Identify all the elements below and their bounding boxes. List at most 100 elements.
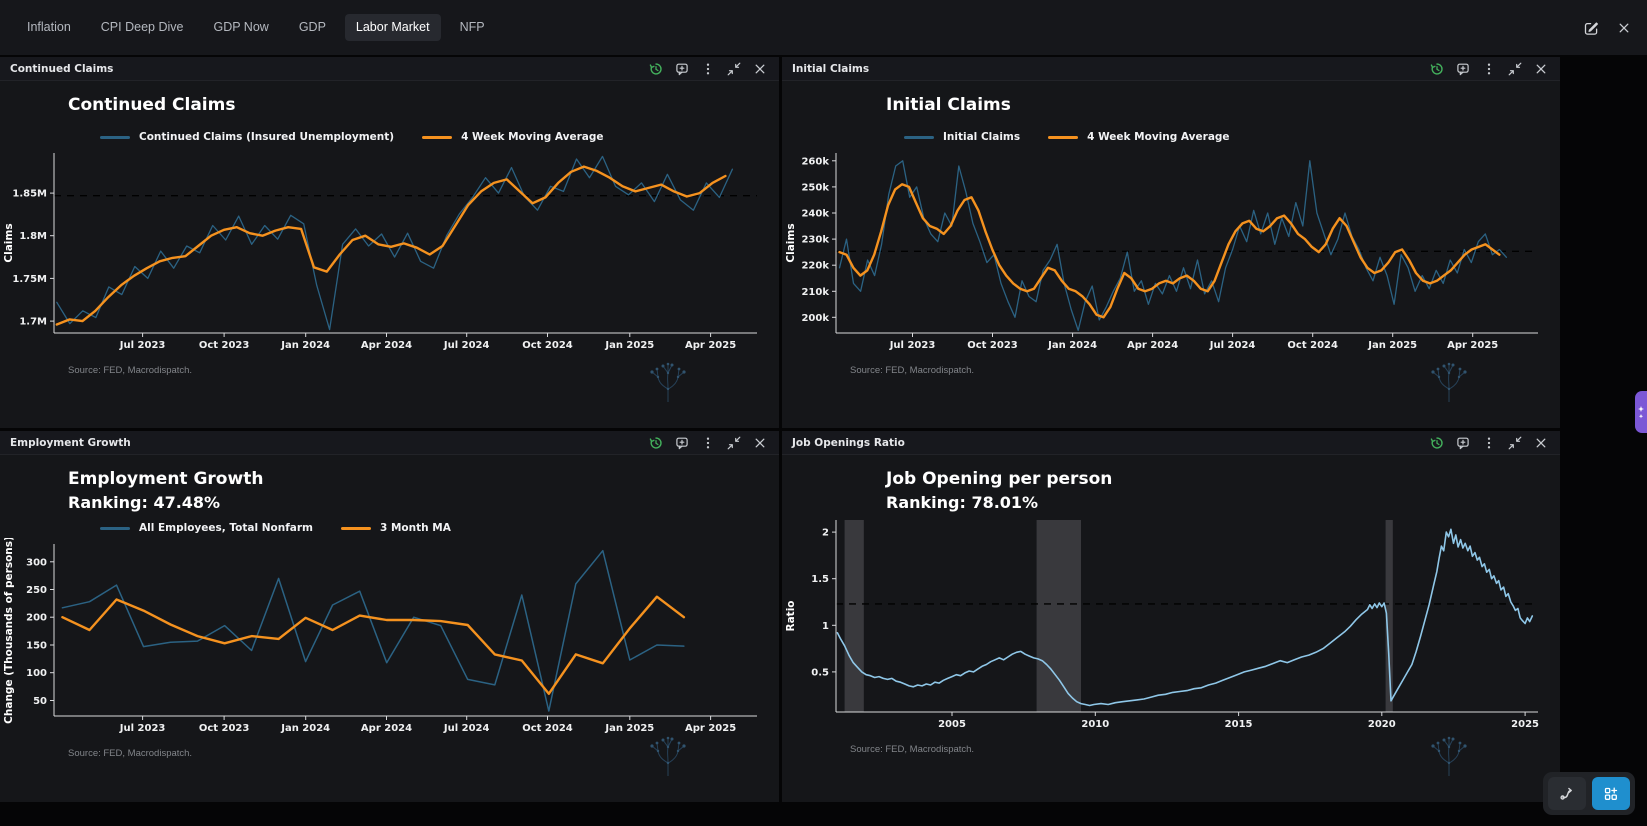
tab-inflation[interactable]: Inflation xyxy=(27,20,71,35)
panel-employment-growth: Employment Growth Employment Growth Rank… xyxy=(0,431,779,802)
comment-add-button[interactable] xyxy=(671,60,693,78)
panel-header[interactable]: Initial Claims xyxy=(782,57,1560,81)
panel-header-actions xyxy=(645,434,771,452)
panel-window-title: Employment Growth xyxy=(10,436,131,449)
series-swatch xyxy=(1048,135,1079,139)
series-swatch xyxy=(100,526,130,530)
add-widget-button[interactable] xyxy=(1592,777,1630,810)
tab-cpi-deep-dive[interactable]: CPI Deep Dive xyxy=(100,20,184,35)
svg-text:Jul 2023: Jul 2023 xyxy=(889,340,936,351)
svg-text:240k: 240k xyxy=(801,209,829,220)
panel-header-actions xyxy=(645,60,771,78)
panel-menu-button[interactable] xyxy=(1478,60,1500,78)
comment-add-button[interactable] xyxy=(1452,434,1474,452)
svg-text:100: 100 xyxy=(26,668,47,679)
svg-text:1.5: 1.5 xyxy=(811,574,829,585)
panel-header[interactable]: Employment Growth xyxy=(0,431,779,455)
continued-claims-chart[interactable]: 1.7M 1.75M 1.8M 1.85M Jul 2023 Oct 2023 Jan 20… xyxy=(0,147,779,353)
svg-text:Ratio: Ratio xyxy=(785,601,797,632)
chart-ranking-subtitle: Ranking: 78.01% xyxy=(886,493,1039,513)
svg-text:210k: 210k xyxy=(801,287,829,298)
panel-header-actions xyxy=(1426,434,1552,452)
close-panel-button[interactable] xyxy=(1530,60,1552,78)
svg-text:Apr 2024: Apr 2024 xyxy=(361,340,412,351)
collapse-panel-button[interactable] xyxy=(723,60,745,78)
panel-header[interactable]: Continued Claims xyxy=(0,57,779,81)
tab-labor-market[interactable]: Labor Market xyxy=(344,14,441,41)
collapse-icon xyxy=(1508,436,1522,449)
svg-text:Oct 2024: Oct 2024 xyxy=(522,723,573,734)
close-panel-button[interactable] xyxy=(1530,434,1552,452)
svg-text:230k: 230k xyxy=(801,235,829,246)
collapse-panel-button[interactable] xyxy=(1504,60,1526,78)
svg-text:Jul 2024: Jul 2024 xyxy=(443,340,490,351)
panel-menu-button[interactable] xyxy=(697,60,719,78)
svg-text:2015: 2015 xyxy=(1225,719,1253,730)
svg-text:Jan 2024: Jan 2024 xyxy=(280,723,330,734)
panel-footer: Source: FED, Macrodispatch. xyxy=(68,365,779,376)
svg-text:Jan 2025: Jan 2025 xyxy=(604,340,654,351)
svg-text:Jan 2024: Jan 2024 xyxy=(280,340,330,351)
panel-initial-claims: Initial Claims Initial Claims Initial Cl… xyxy=(782,57,1560,428)
close-panel-button[interactable] xyxy=(749,60,771,78)
comment-add-button[interactable] xyxy=(671,434,693,452)
panel-menu-button[interactable] xyxy=(1478,434,1500,452)
data-flow-button[interactable] xyxy=(1548,777,1586,810)
svg-text:Apr 2025: Apr 2025 xyxy=(685,340,736,351)
workspace-tabs: Inflation CPI Deep Dive GDP Now GDP Labor Ma… xyxy=(16,14,496,41)
comment-add-button[interactable] xyxy=(1452,60,1474,78)
history-icon xyxy=(649,62,662,75)
employment-growth-chart[interactable]: 50 100 150 200 250 300 Jul 2023 Oct 2023 Jan 202… xyxy=(0,538,779,736)
source-note: Source: FED, Macrodispatch. xyxy=(850,365,975,377)
collapse-panel-button[interactable] xyxy=(1504,434,1526,452)
svg-text:Jul 2023: Jul 2023 xyxy=(119,340,166,351)
sparkles-icon xyxy=(1638,406,1644,419)
legend-item[interactable]: 4 Week Moving Average xyxy=(422,131,603,143)
edit-layout-icon xyxy=(1584,21,1598,35)
collapse-panel-button[interactable] xyxy=(723,434,745,452)
svg-text:Jan 2024: Jan 2024 xyxy=(1047,340,1097,351)
svg-text:Oct 2023: Oct 2023 xyxy=(967,340,1018,351)
edit-layout-button[interactable] xyxy=(1583,20,1599,36)
svg-text:0.5: 0.5 xyxy=(811,668,829,679)
assistant-side-tab[interactable] xyxy=(1635,391,1647,433)
tab-gdp[interactable]: GDP xyxy=(298,20,326,35)
close-panel-button[interactable] xyxy=(749,434,771,452)
legend-item[interactable]: All Employees, Total Nonfarm xyxy=(100,522,313,534)
collapse-icon xyxy=(1508,62,1522,75)
svg-text:2: 2 xyxy=(822,528,829,539)
svg-text:300: 300 xyxy=(26,558,47,569)
chart-title: Job Opening per person xyxy=(886,469,1113,489)
job-openings-ratio-chart[interactable]: 0.5 1 1.5 2 2005 2010 2015 2020 2025 Ratio xyxy=(782,514,1560,732)
macrodispatch-watermark-logo xyxy=(1430,362,1468,403)
collapse-icon xyxy=(727,62,741,75)
svg-text:Claims: Claims xyxy=(785,224,797,263)
tab-gdp-now[interactable]: GDP Now xyxy=(213,20,269,35)
history-button[interactable] xyxy=(1426,434,1448,452)
svg-text:Jan 2025: Jan 2025 xyxy=(604,723,654,734)
history-button[interactable] xyxy=(1426,60,1448,78)
workspace-tab-bar: Inflation CPI Deep Dive GDP Now GDP Labor Ma… xyxy=(0,0,1647,55)
close-workspace-button[interactable] xyxy=(1617,21,1631,35)
initial-claims-chart[interactable]: 200k 210k 220k 230k 240k 250k 260k Jul 2023 Oct … xyxy=(782,147,1560,353)
svg-text:200k: 200k xyxy=(801,313,829,324)
legend-item[interactable]: Continued Claims (Insured Unemployment) xyxy=(100,131,394,143)
panel-footer: Source: FED, Macrodispatch. xyxy=(68,748,779,759)
close-icon xyxy=(1619,23,1629,32)
legend-item[interactable]: 4 Week Moving Average xyxy=(1048,131,1230,143)
legend-item[interactable]: 3 Month MA xyxy=(341,522,451,534)
panel-header[interactable]: Job Openings Ratio xyxy=(782,431,1560,455)
series-swatch xyxy=(904,135,934,139)
close-icon xyxy=(755,438,765,447)
history-button[interactable] xyxy=(645,434,667,452)
history-button[interactable] xyxy=(645,60,667,78)
source-note: Source: FED, Macrodispatch. xyxy=(68,748,193,760)
legend-item[interactable]: Initial Claims xyxy=(904,131,1020,143)
chart-title: Initial Claims xyxy=(886,95,1011,115)
tab-nfp[interactable]: NFP xyxy=(459,20,485,35)
svg-text:150: 150 xyxy=(26,641,47,652)
comment-add-icon xyxy=(1457,437,1469,449)
panel-footer: Source: FED, Macrodispatch. xyxy=(850,744,1560,755)
panel-menu-button[interactable] xyxy=(697,434,719,452)
panel-window-title: Job Openings Ratio xyxy=(792,436,905,449)
